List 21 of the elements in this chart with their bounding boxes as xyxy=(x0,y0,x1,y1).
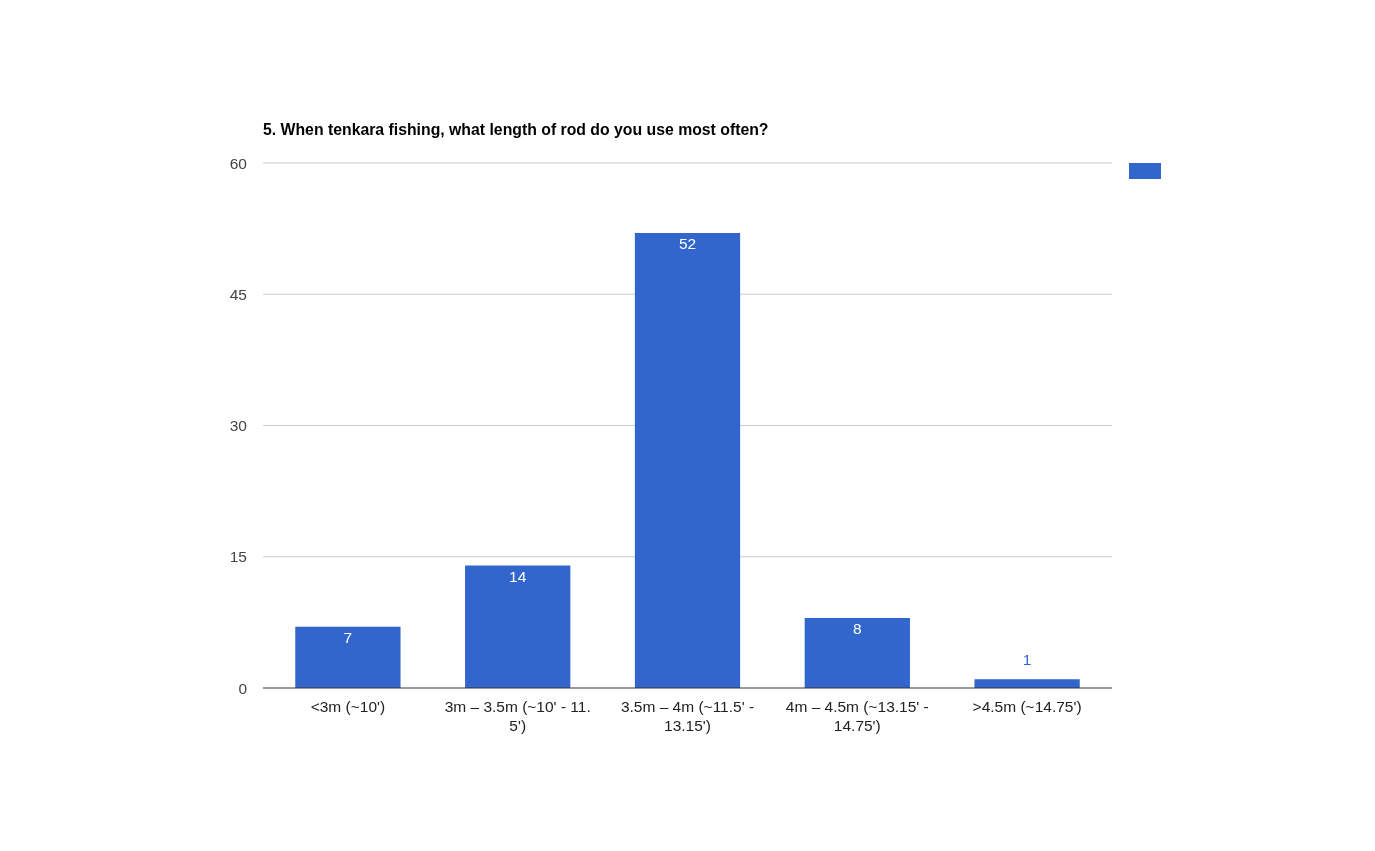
y-tick-label: 30 xyxy=(229,417,248,434)
bar xyxy=(634,233,741,688)
data-label: 7 xyxy=(343,628,353,646)
y-tick-label: 0 xyxy=(238,679,248,697)
x-tick-label: <3m (~10') xyxy=(310,698,386,715)
x-tick-label: 4m – 4.5m (~13.15' - 14.75') xyxy=(785,698,929,734)
y-tick-label: 45 xyxy=(229,285,247,303)
x-tick-label: >4.5m (~14.75') xyxy=(972,698,1082,715)
x-tick-label: 3m – 3.5m (~10' - 11.5') xyxy=(444,698,591,734)
bar xyxy=(804,618,910,688)
bar xyxy=(974,679,1080,688)
data-label: 8 xyxy=(852,620,862,637)
data-label: 52 xyxy=(678,235,697,252)
data-label: 14 xyxy=(509,567,527,585)
y-tick-label: 15 xyxy=(229,548,247,566)
bar xyxy=(465,565,571,688)
chart-title: 5. When tenkara fishing, what length of rod do you use most often? xyxy=(263,121,769,138)
x-tick-label: 3.5m – 4m (~11.5' - 13.15') xyxy=(620,698,755,734)
bar xyxy=(295,626,401,688)
y-tick-label: 60 xyxy=(229,154,248,172)
data-label: 1 xyxy=(1022,651,1032,669)
